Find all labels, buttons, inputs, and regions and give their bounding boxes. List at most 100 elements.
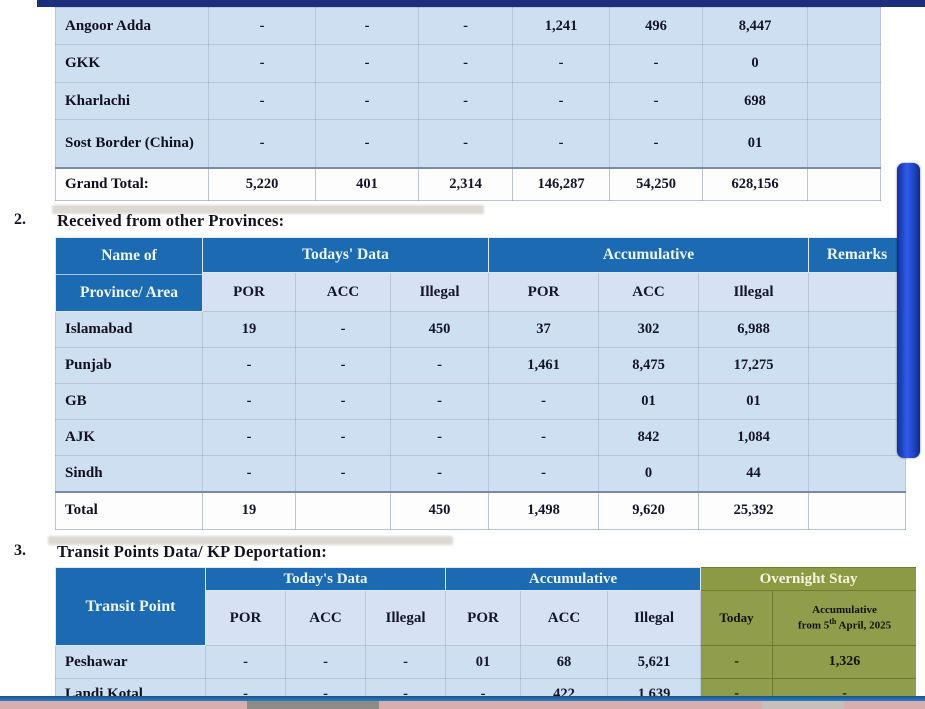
table-row: Sindh - - - - 0 44 <box>55 455 906 492</box>
row-label: GKK <box>55 44 209 83</box>
cell: 68 <box>520 645 609 679</box>
remarks-cell <box>808 311 906 348</box>
remarks-subcell <box>808 272 906 312</box>
cell: 37 <box>488 311 599 348</box>
cell: - <box>315 82 419 120</box>
cell: - <box>390 347 489 384</box>
cell: 1,241 <box>512 7 610 45</box>
scrollbar-thumb[interactable] <box>897 163 920 458</box>
cell: 5,220 <box>208 166 316 201</box>
col-header-por: POR <box>205 590 286 646</box>
grand-total-row: Grand Total: 5,220 401 2,314 146,287 54,… <box>55 166 881 201</box>
cell: 5,621 <box>607 645 702 679</box>
row-label: Sost Border (China) <box>55 119 209 168</box>
cell: - <box>364 645 447 679</box>
cell: 496 <box>609 7 703 45</box>
todays-data-header: Today's Data <box>204 567 447 591</box>
cell: - <box>512 44 610 83</box>
col-header-acc: ACC <box>598 272 699 312</box>
cell: 146,287 <box>512 166 610 201</box>
cell: 01 <box>698 383 809 420</box>
table-row: Punjab - - - 1,461 8,475 17,275 <box>55 347 906 384</box>
row-label: Islamabad <box>55 311 203 348</box>
row-label: Angoor Adda <box>55 7 209 45</box>
cell: - <box>205 645 286 679</box>
total-row: Total 19 450 1,498 9,620 25,392 <box>55 490 906 530</box>
col-header-accumulative-from: Accumulative from 5th April, 2025 <box>772 590 916 646</box>
cell: - <box>488 383 599 420</box>
cell: - <box>295 455 391 492</box>
acc-line2-suffix: April, 2025 <box>836 619 892 632</box>
cell: - <box>208 82 316 120</box>
name-of-province-header: Name of Province/ Area <box>55 237 203 312</box>
cell: - <box>488 419 599 456</box>
cell: - <box>315 44 419 83</box>
table-row: Peshawar - - - 01 68 5,621 - 1,326 <box>55 645 916 679</box>
cell: - <box>208 7 316 45</box>
cell <box>295 490 391 530</box>
transit-point-header: Transit Point <box>55 567 206 646</box>
table-bottom-rule <box>0 696 925 701</box>
cell: 01 <box>598 383 699 420</box>
cell: - <box>285 645 366 679</box>
overnight-cell: - <box>700 645 774 679</box>
acc-line2-prefix: from 5 <box>797 619 830 632</box>
cell: - <box>202 455 296 492</box>
remarks-cell <box>808 490 906 530</box>
cell: - <box>418 7 513 45</box>
section-3-heading: 3. Transit Points Data/ KP Deportation: <box>0 536 925 566</box>
provinces-table: Name of Province/ Area Todays' Data Accu… <box>55 236 906 530</box>
remarks-cell <box>808 455 906 492</box>
table-row: Angoor Adda - - - 1,241 496 8,447 <box>55 7 881 45</box>
scan-artifact <box>48 536 453 545</box>
transit-points-table: Transit Point Today's Data Accumulative … <box>55 567 916 709</box>
cell: 17,275 <box>698 347 809 384</box>
remarks-cell <box>808 347 906 384</box>
col-header-acc: ACC <box>285 590 366 646</box>
acc-sup: th <box>829 616 837 626</box>
row-label: Peshawar <box>55 645 206 679</box>
cell: 0 <box>702 44 808 83</box>
cell: 401 <box>315 166 419 201</box>
cell: - <box>418 44 513 83</box>
table-row: GKK - - - - - 0 <box>55 44 881 83</box>
cell: 25,392 <box>698 490 809 530</box>
header-province-area: Province/ Area <box>79 284 178 301</box>
col-header-illegal: Illegal <box>390 272 489 312</box>
todays-data-header: Todays' Data <box>202 236 489 274</box>
overnight-stay-header: Overnight Stay <box>700 567 916 591</box>
col-header-acc: ACC <box>520 590 609 646</box>
row-label: Punjab <box>55 347 203 384</box>
cell: 54,250 <box>609 166 703 201</box>
cell: 6,988 <box>698 311 809 348</box>
row-label: Grand Total: <box>55 166 209 201</box>
cell: - <box>208 44 316 83</box>
table-row: AJK - - - - 842 1,084 <box>55 419 906 456</box>
cell: - <box>315 119 419 168</box>
header-row-subcols: POR ACC Illegal POR ACC Illegal Today Ac… <box>56 590 916 646</box>
cell: - <box>295 311 391 348</box>
cell: 2,314 <box>418 166 513 201</box>
section-title: Transit Points Data/ KP Deportation: <box>57 542 327 561</box>
cell: - <box>202 347 296 384</box>
row-label: Sindh <box>55 455 203 492</box>
remarks-cell <box>808 383 906 420</box>
cell-empty <box>807 82 881 120</box>
remarks-header: Remarks <box>808 236 906 274</box>
cell: 1,498 <box>488 490 599 530</box>
table-row: Islamabad 19 - 450 37 302 6,988 <box>55 311 906 348</box>
cell: - <box>418 82 513 120</box>
table-row: Kharlachi - - - - - 698 <box>55 82 881 120</box>
cell: - <box>512 119 610 168</box>
cell: - <box>609 119 703 168</box>
section-2-heading: 2. Received from other Provinces: <box>0 205 925 235</box>
cell: - <box>488 455 599 492</box>
border-points-table: Angoor Adda - - - 1,241 496 8,447 GKK - … <box>55 7 881 201</box>
cell-empty <box>807 119 881 168</box>
col-header-por: POR <box>488 272 599 312</box>
header-row-groups: Name of Province/ Area Todays' Data Accu… <box>55 236 906 312</box>
scan-artifact <box>52 205 484 214</box>
section-title: Received from other Provinces: <box>57 211 285 230</box>
col-header-today: Today <box>700 590 774 646</box>
